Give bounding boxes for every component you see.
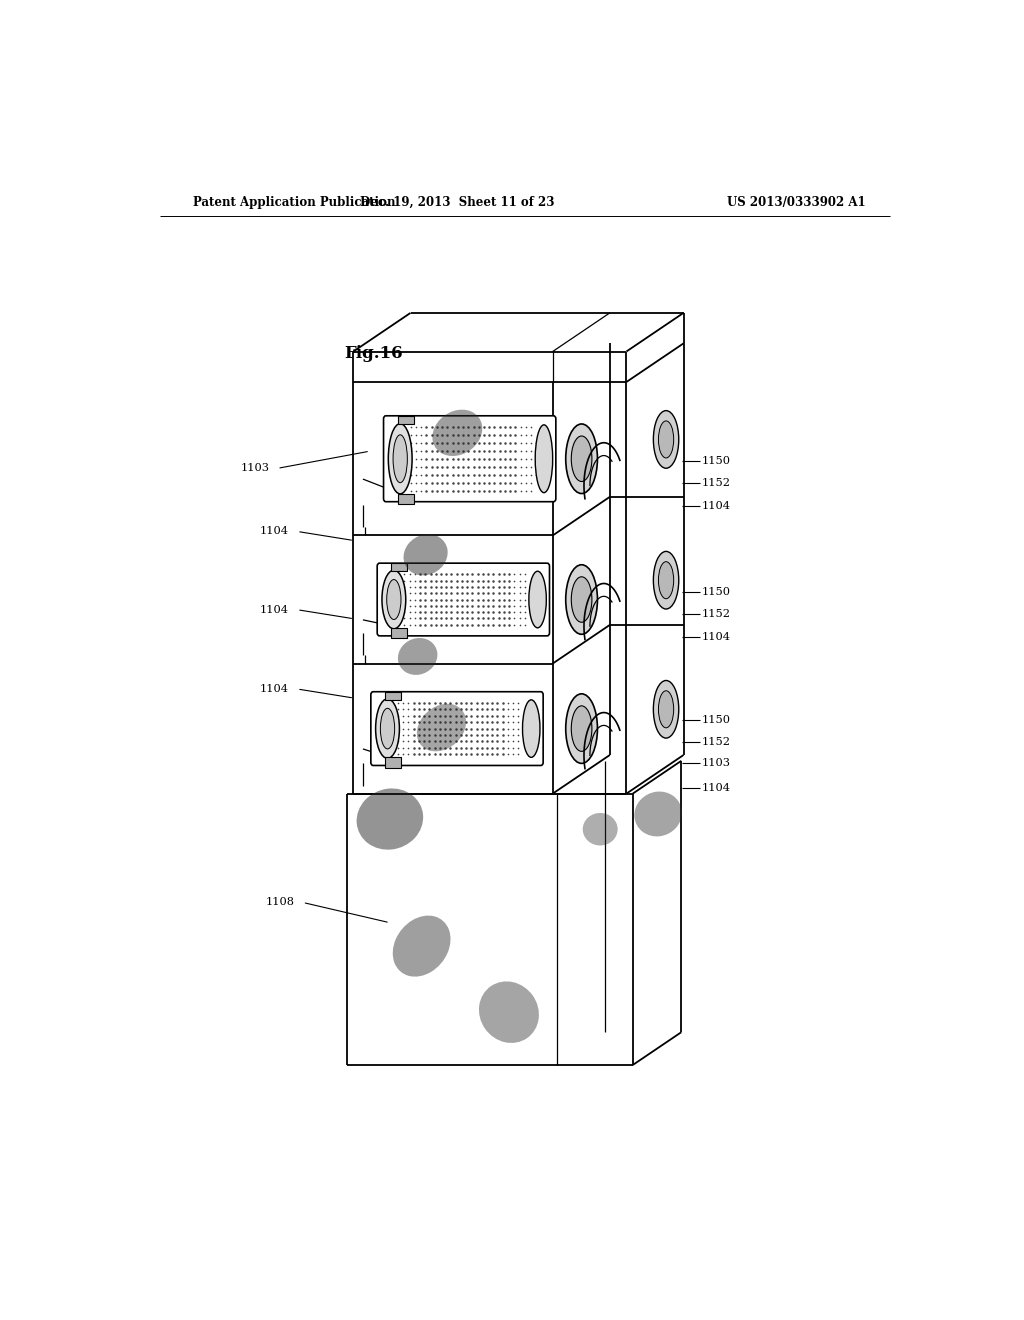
Ellipse shape xyxy=(565,565,597,635)
Text: 1108: 1108 xyxy=(265,898,295,907)
Bar xyxy=(391,628,408,638)
Ellipse shape xyxy=(583,813,617,846)
Text: 1152: 1152 xyxy=(701,478,731,487)
Text: 1150: 1150 xyxy=(701,587,731,598)
Text: Dec. 19, 2013  Sheet 11 of 23: Dec. 19, 2013 Sheet 11 of 23 xyxy=(360,195,555,209)
Ellipse shape xyxy=(658,421,674,458)
Ellipse shape xyxy=(658,562,674,599)
Text: 1150: 1150 xyxy=(701,457,731,466)
Ellipse shape xyxy=(403,535,447,576)
FancyBboxPatch shape xyxy=(384,416,556,502)
Ellipse shape xyxy=(528,572,547,628)
Ellipse shape xyxy=(388,424,412,494)
Text: Patent Application Publication: Patent Application Publication xyxy=(194,195,395,209)
Bar xyxy=(385,758,401,767)
FancyBboxPatch shape xyxy=(377,564,550,636)
Bar xyxy=(385,692,401,700)
Text: 1104: 1104 xyxy=(260,605,289,615)
Ellipse shape xyxy=(536,425,553,492)
Ellipse shape xyxy=(522,700,540,758)
FancyBboxPatch shape xyxy=(371,692,543,766)
Ellipse shape xyxy=(658,690,674,727)
Ellipse shape xyxy=(393,916,451,977)
Ellipse shape xyxy=(380,709,394,748)
Text: 1152: 1152 xyxy=(701,737,731,747)
Bar xyxy=(397,494,414,504)
Ellipse shape xyxy=(393,434,408,483)
Text: 1104: 1104 xyxy=(701,632,731,642)
Ellipse shape xyxy=(571,577,592,622)
Ellipse shape xyxy=(382,570,406,628)
Ellipse shape xyxy=(571,436,592,482)
Ellipse shape xyxy=(376,698,399,759)
Text: 1103: 1103 xyxy=(701,758,731,768)
Text: US 2013/0333902 A1: US 2013/0333902 A1 xyxy=(727,195,866,209)
Ellipse shape xyxy=(565,424,597,494)
Ellipse shape xyxy=(565,694,597,763)
Ellipse shape xyxy=(653,552,679,609)
Ellipse shape xyxy=(479,981,539,1043)
Ellipse shape xyxy=(653,681,679,738)
Text: 1104: 1104 xyxy=(701,502,731,511)
Text: 1103: 1103 xyxy=(241,463,269,474)
Text: Fig.16: Fig.16 xyxy=(344,345,402,362)
Ellipse shape xyxy=(571,706,592,751)
Ellipse shape xyxy=(653,411,679,469)
Ellipse shape xyxy=(432,409,482,455)
Text: 1152: 1152 xyxy=(701,609,731,619)
Ellipse shape xyxy=(398,638,437,675)
Text: 1104: 1104 xyxy=(260,527,289,536)
Text: 1104: 1104 xyxy=(701,783,731,792)
Bar xyxy=(397,416,414,424)
Ellipse shape xyxy=(387,579,401,619)
Ellipse shape xyxy=(417,704,466,751)
Ellipse shape xyxy=(634,792,682,837)
Bar xyxy=(391,564,408,572)
Ellipse shape xyxy=(356,788,423,850)
Text: 1104: 1104 xyxy=(260,684,289,694)
Text: 1150: 1150 xyxy=(701,715,731,726)
